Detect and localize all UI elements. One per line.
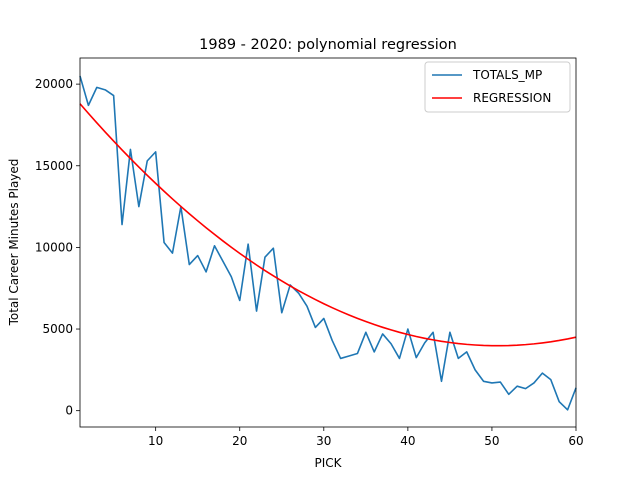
y-tick-label: 20000 xyxy=(35,77,73,91)
legend-label-totals-mp: TOTALS_MP xyxy=(472,68,542,82)
x-tick-label: 10 xyxy=(148,434,163,448)
x-axis-label: PICK xyxy=(314,456,342,470)
y-tick-label: 10000 xyxy=(35,240,73,254)
axes-background xyxy=(80,58,576,427)
x-tick-label: 60 xyxy=(568,434,583,448)
y-tick-label: 5000 xyxy=(42,322,73,336)
legend: TOTALS_MP REGRESSION xyxy=(424,61,571,113)
series-line-regression xyxy=(79,103,577,347)
y-tick-label: 15000 xyxy=(35,159,73,173)
y-axis-label: Total Career Minutes Played xyxy=(7,159,21,327)
series-line-totals-mp xyxy=(79,75,577,411)
axes-frame xyxy=(79,57,577,428)
x-tick-label: 20 xyxy=(232,434,247,448)
y-axis-ticks: 0 5000 10000 15000 20000 xyxy=(35,77,80,418)
legend-label-regression: REGRESSION xyxy=(473,91,551,105)
x-tick-label: 30 xyxy=(316,434,331,448)
x-axis-ticks: 10 20 30 40 50 60 xyxy=(148,427,584,448)
x-tick-label: 40 xyxy=(400,434,415,448)
chart-title: 1989 - 2020: polynomial regression xyxy=(199,37,457,53)
plot-area xyxy=(80,58,576,427)
y-tick-label: 0 xyxy=(65,404,73,418)
series-layer xyxy=(79,75,577,411)
x-tick-label: 50 xyxy=(484,434,499,448)
